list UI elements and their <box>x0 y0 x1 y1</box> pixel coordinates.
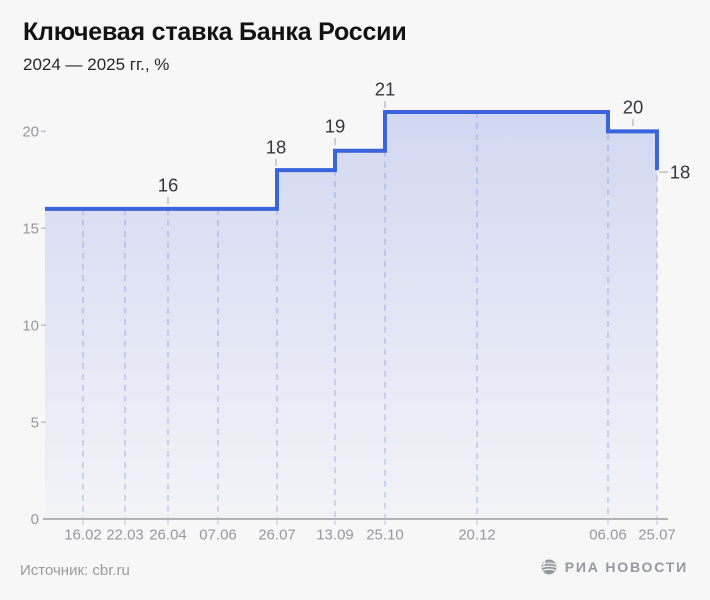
x-axis-labels: 16.02 22.03 26.04 07.06 26.07 13.09 25.10 20.12… <box>64 527 676 544</box>
svg-text:25.10: 25.10 <box>366 527 404 544</box>
value-labels: 16 18 19 21 20 18 <box>158 79 691 204</box>
rate-area-fill <box>45 112 657 520</box>
svg-text:20: 20 <box>623 97 644 118</box>
y-axis-labels: 0 5 10 15 20 <box>22 124 46 528</box>
ria-globe-icon <box>541 559 557 575</box>
svg-text:18: 18 <box>670 162 691 183</box>
rate-step-line <box>45 110 659 211</box>
svg-text:18: 18 <box>266 137 287 158</box>
svg-text:20: 20 <box>22 124 39 141</box>
svg-text:20.12: 20.12 <box>458 527 496 544</box>
svg-text:16: 16 <box>158 175 179 196</box>
chart-subtitle: 2024 — 2025 гг., % <box>23 55 170 74</box>
svg-text:19: 19 <box>325 116 346 137</box>
svg-text:07.06: 07.06 <box>199 527 237 544</box>
ria-novosti-brand: РИА НОВОСТИ <box>540 558 688 576</box>
brand-label: РИА НОВОСТИ <box>564 559 688 575</box>
svg-text:16.02: 16.02 <box>64 527 102 544</box>
svg-text:26.04: 26.04 <box>149 527 187 544</box>
svg-text:15: 15 <box>22 221 39 238</box>
svg-text:10: 10 <box>22 317 39 334</box>
svg-text:22.03: 22.03 <box>106 527 144 544</box>
chart-title: Ключевая ставка Банка России <box>23 18 407 46</box>
svg-text:26.07: 26.07 <box>258 527 296 544</box>
svg-text:21: 21 <box>375 79 396 100</box>
svg-text:06.06: 06.06 <box>589 527 627 544</box>
svg-text:5: 5 <box>31 414 39 431</box>
svg-text:13.09: 13.09 <box>316 527 354 544</box>
svg-text:25.07: 25.07 <box>638 527 676 544</box>
svg-text:0: 0 <box>31 511 39 528</box>
source-caption: Источник: cbr.ru <box>20 562 130 579</box>
